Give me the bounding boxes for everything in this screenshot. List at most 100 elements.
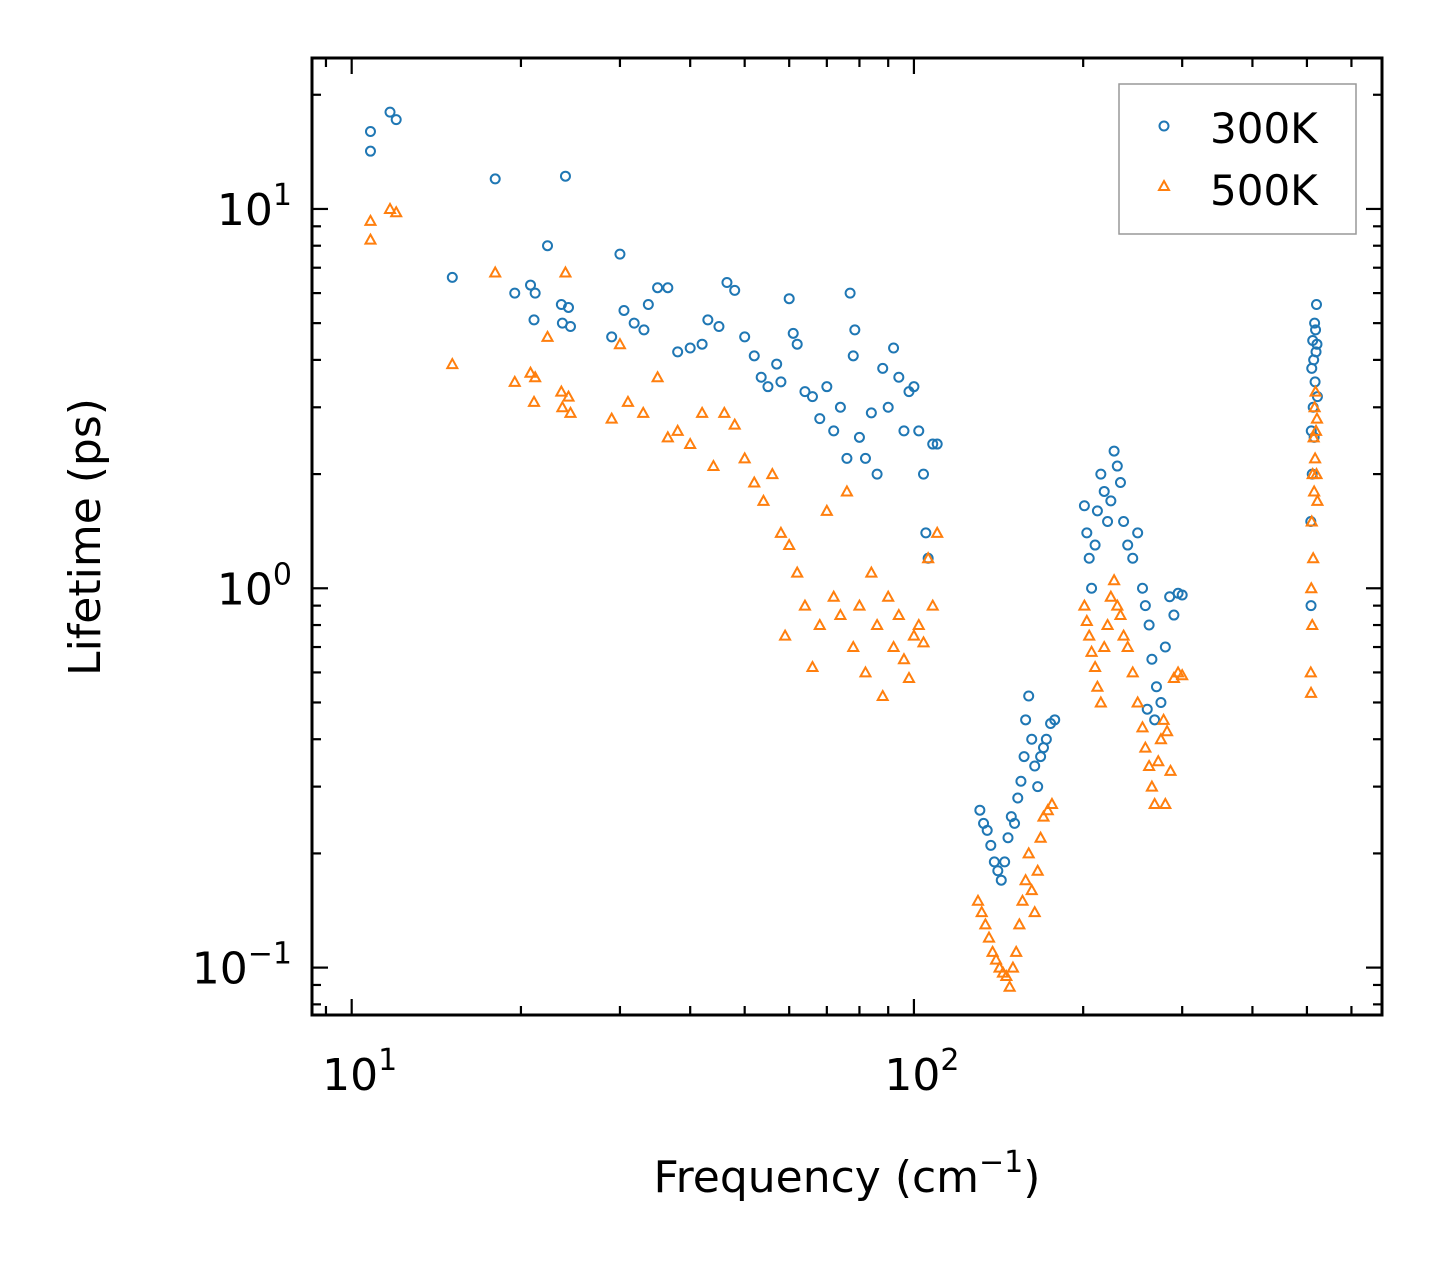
data-point-500k xyxy=(670,423,685,436)
y-axis-label: Lifetime (ps) xyxy=(60,398,111,676)
data-point-500k xyxy=(683,436,697,450)
legend: 300K 500K xyxy=(1118,83,1357,235)
data-point-300k xyxy=(1102,515,1114,527)
data-point-500k xyxy=(528,370,542,383)
y-tick-label: 101 xyxy=(217,178,292,236)
data-point-300k xyxy=(908,381,920,393)
data-point-300k xyxy=(606,331,618,343)
data-point-500k xyxy=(782,537,796,551)
data-point-500k xyxy=(621,394,635,407)
data-point-300k xyxy=(739,331,751,343)
data-point-500k xyxy=(1120,639,1135,653)
data-point-300k xyxy=(787,327,799,339)
data-point-300k xyxy=(1149,714,1161,726)
data-point-300k xyxy=(775,376,787,388)
data-point-500k xyxy=(1012,917,1027,930)
data-point-300k xyxy=(988,856,1000,868)
data-point-300k xyxy=(1150,681,1162,693)
data-point-300k xyxy=(614,248,626,260)
data-point-500k xyxy=(982,930,996,943)
data-point-500k xyxy=(1015,893,1030,906)
data-point-300k xyxy=(1078,500,1090,512)
data-point-500k xyxy=(989,952,1003,965)
data-point-500k xyxy=(1310,411,1324,424)
data-point-300k xyxy=(529,287,541,299)
data-point-500k xyxy=(508,374,522,387)
data-point-300k xyxy=(1114,477,1126,489)
data-point-300k xyxy=(721,276,733,288)
data-point-300k xyxy=(559,170,571,182)
data-point-500k xyxy=(778,628,792,641)
data-point-500k xyxy=(820,503,834,516)
x-axis-label: Frequency (cm−1) xyxy=(654,1145,1041,1203)
legend-marker-300k xyxy=(1158,120,1170,132)
data-point-300k xyxy=(1040,733,1052,745)
data-point-300k xyxy=(1009,817,1021,829)
data-point-500k xyxy=(558,265,573,278)
data-point-300k xyxy=(672,346,684,358)
data-point-300k xyxy=(791,338,803,350)
data-point-500k xyxy=(978,917,993,930)
data-point-300k xyxy=(748,350,760,362)
data-point-300k xyxy=(806,391,818,403)
data-point-300k xyxy=(390,114,402,126)
data-point-500k xyxy=(1142,758,1156,772)
data-point-500k xyxy=(1082,628,1096,641)
data-point-300k xyxy=(1139,600,1151,612)
data-point-500k xyxy=(1147,796,1162,809)
data-point-300k xyxy=(1081,527,1093,539)
data-point-300k xyxy=(525,279,537,291)
data-point-500k xyxy=(840,484,854,497)
data-point-300k xyxy=(1029,760,1041,772)
data-point-300k xyxy=(834,401,846,413)
data-point-500k xyxy=(1307,484,1321,497)
data-point-300k xyxy=(927,438,939,450)
data-point-300k xyxy=(702,314,714,326)
data-point-300k xyxy=(985,839,997,851)
data-point-500k xyxy=(756,493,771,506)
data-point-500k xyxy=(363,232,378,245)
data-point-500k xyxy=(985,944,1000,957)
data-point-500k xyxy=(717,405,732,418)
data-point-300k xyxy=(913,425,925,437)
data-point-300k xyxy=(1089,539,1101,551)
data-point-500k xyxy=(999,968,1014,982)
legend-marker-500k xyxy=(1157,178,1171,191)
data-point-500k xyxy=(912,617,926,631)
data-point-500k xyxy=(1310,493,1325,506)
data-point-500k xyxy=(1033,830,1048,843)
data-point-500k xyxy=(737,451,752,464)
data-point-500k xyxy=(805,659,820,673)
data-point-300k xyxy=(992,865,1004,877)
data-point-500k xyxy=(604,411,619,424)
data-point-300k xyxy=(662,282,674,294)
data-point-300k xyxy=(628,317,640,329)
data-point-300k xyxy=(877,362,889,374)
data-point-500k xyxy=(1167,670,1181,684)
data-point-500k xyxy=(1080,613,1094,626)
y-tick-label: 10−1 xyxy=(192,937,292,995)
data-point-500k xyxy=(1304,685,1318,698)
data-point-500k xyxy=(1130,695,1145,708)
data-point-500k xyxy=(1110,598,1125,611)
data-point-500k xyxy=(1308,384,1323,397)
major-ticks xyxy=(312,58,1382,1015)
data-point-300k xyxy=(882,401,894,413)
data-point-300k xyxy=(1146,653,1158,665)
series-300k-points xyxy=(364,106,1323,886)
data-point-500k xyxy=(971,893,985,906)
data-point-500k xyxy=(930,525,944,538)
data-point-300k xyxy=(489,173,501,185)
data-point-300k xyxy=(729,284,741,296)
series-500k-points xyxy=(363,201,1325,992)
data-point-300k xyxy=(918,468,930,480)
data-point-500k xyxy=(1006,960,1020,973)
data-point-500k xyxy=(1002,979,1017,992)
data-point-300k xyxy=(799,386,811,398)
data-point-500k xyxy=(774,525,788,538)
data-point-500k xyxy=(561,389,576,402)
data-point-500k xyxy=(876,688,890,702)
data-point-500k xyxy=(1045,796,1059,809)
data-point-300k xyxy=(1137,582,1149,594)
